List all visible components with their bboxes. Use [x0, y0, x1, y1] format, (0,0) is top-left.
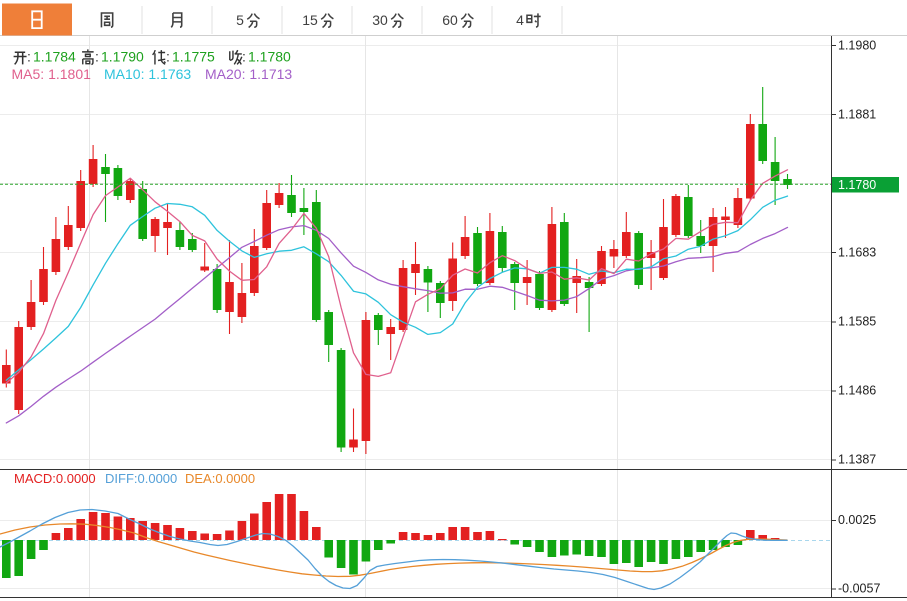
- svg-text:1.1780: 1.1780: [838, 178, 876, 192]
- svg-text:1.1790: 1.1790: [101, 49, 144, 65]
- svg-text:DIFF:0.0000: DIFF:0.0000: [105, 471, 177, 486]
- svg-text:1.1784: 1.1784: [33, 49, 76, 65]
- svg-text:4: 4: [516, 12, 524, 28]
- svg-text:MA5: 1.1801: MA5: 1.1801: [12, 66, 92, 82]
- svg-text::: :: [166, 49, 170, 65]
- svg-text:1.1387: 1.1387: [838, 453, 876, 467]
- svg-text:DEA:0.0000: DEA:0.0000: [185, 471, 255, 486]
- svg-text:0.0025: 0.0025: [838, 513, 876, 527]
- svg-text:MA20: 1.1713: MA20: 1.1713: [205, 66, 292, 82]
- svg-text:MACD:0.0000: MACD:0.0000: [14, 471, 96, 486]
- svg-text::: :: [95, 49, 99, 65]
- svg-text:30: 30: [372, 12, 388, 28]
- svg-text::: :: [242, 49, 246, 65]
- svg-text:1.1775: 1.1775: [172, 49, 215, 65]
- svg-text:1.1585: 1.1585: [838, 315, 876, 329]
- svg-text:1.1881: 1.1881: [838, 107, 876, 121]
- svg-text:1.1780: 1.1780: [248, 49, 291, 65]
- svg-text:1.1980: 1.1980: [838, 38, 876, 52]
- svg-text:5: 5: [236, 12, 244, 28]
- svg-text:60: 60: [442, 12, 458, 28]
- svg-text:MA10: 1.1763: MA10: 1.1763: [104, 66, 191, 82]
- svg-text:15: 15: [302, 12, 318, 28]
- svg-text:1.1486: 1.1486: [838, 384, 876, 398]
- svg-text:-0.0057: -0.0057: [838, 582, 880, 596]
- svg-text:1.1683: 1.1683: [838, 245, 876, 259]
- svg-text::: :: [27, 49, 31, 65]
